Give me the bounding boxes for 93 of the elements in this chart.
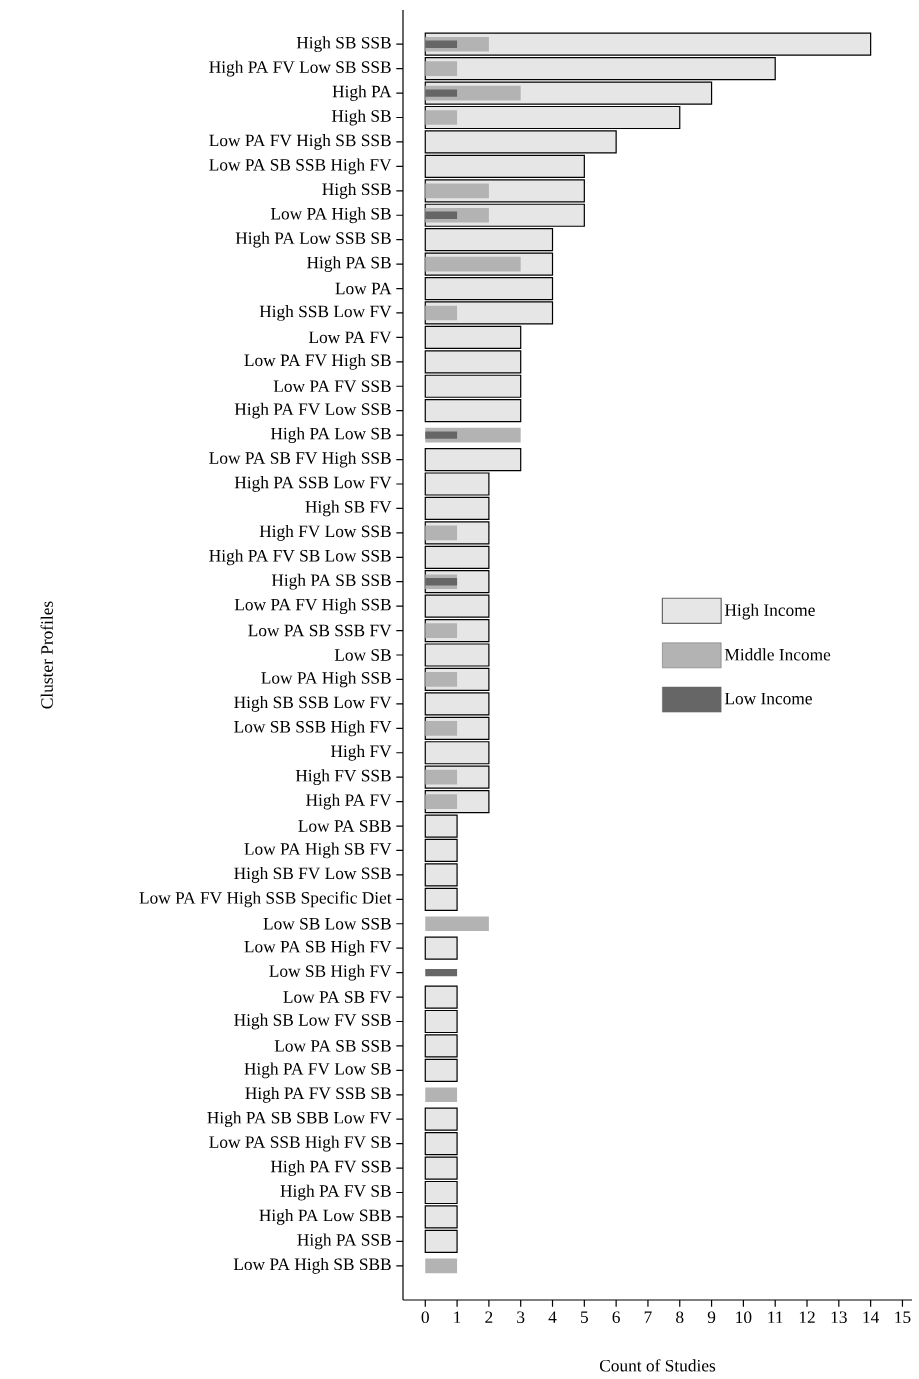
y-tick-label: Low SB Low SSB (263, 917, 391, 930)
y-tick-label: High PA FV SSB (270, 1160, 391, 1176)
x-tick-label: 10 (736, 1311, 752, 1324)
x-tick-label: 11 (768, 1311, 783, 1323)
y-tick-label: Low PA High SB SBB (233, 1257, 391, 1274)
x-tick-label: 13 (831, 1311, 847, 1324)
bar (425, 211, 458, 219)
bar (425, 916, 489, 932)
y-tick-label: Low PA SB SSB FV (248, 624, 392, 637)
bar (425, 623, 458, 638)
bar (425, 183, 489, 199)
y-tick-label: Low PA FV SSB (273, 380, 391, 393)
y-tick-label: High SSB Low FV (259, 305, 392, 321)
y-tick-label: High SB FV Low SSB (234, 867, 391, 883)
y-tick-label: High FV SSB (295, 769, 391, 786)
y-tick-label: High PA SSB (297, 1233, 391, 1250)
y-tick-label: Low PA FV High SB SSB (209, 134, 391, 150)
y-tick-label: Low PA FV High SB (244, 353, 391, 370)
y-tick-label: High SSB (322, 182, 391, 199)
y-tick-label: High PA Low SBB (259, 1209, 391, 1225)
y-tick-label: Low PA SB SSB High FV (209, 158, 392, 175)
x-tick-label: 8 (676, 1311, 684, 1324)
bar (424, 936, 458, 960)
bar (425, 40, 458, 48)
y-tick-label: High SB SSB (296, 36, 391, 53)
x-tick-label: 9 (707, 1311, 716, 1324)
x-tick-label: 1 (454, 1311, 461, 1323)
y-axis-title: Cluster Profiles (40, 601, 53, 709)
bar (425, 578, 458, 586)
bar (425, 672, 458, 687)
bar (425, 110, 458, 125)
y-tick-label: Low SB SSB High FV (234, 720, 392, 737)
y-tick-label: High PA Low SSB SB (235, 231, 391, 248)
y-tick-label: High SB FV (305, 500, 392, 517)
x-tick-label: 14 (863, 1311, 880, 1323)
y-tick-label: Low PA FV High SSB Specific Diet (139, 891, 392, 908)
x-tick-label: 0 (421, 1311, 429, 1324)
x-tick-label: 4 (548, 1311, 557, 1323)
legend-label: Middle Income (724, 648, 831, 661)
y-tick-label: High SB Low FV SSB (234, 1013, 391, 1030)
y-tick-label: Low PA SBB (298, 820, 391, 832)
y-tick-label: High FV (330, 744, 392, 761)
bar (425, 968, 458, 977)
bar (425, 431, 458, 439)
y-tick-label: High PA FV Low SB (244, 1062, 391, 1079)
y-tick-label: High PA FV SSB SB (245, 1086, 391, 1103)
x-tick-label: 7 (644, 1311, 652, 1323)
y-tick-label: Low PA SB FV High SSB (209, 451, 391, 468)
bar (425, 720, 458, 736)
x-tick-label: 6 (612, 1311, 620, 1324)
bar (425, 256, 521, 272)
y-tick-label: High PA FV SB (280, 1184, 391, 1201)
y-tick-label: High PA (332, 85, 392, 101)
y-tick-label: High PA SB SBB Low FV (207, 1111, 392, 1128)
y-tick-label: Low PA FV High SSB (234, 598, 391, 615)
y-tick-label: Low SB High FV (269, 964, 392, 981)
y-tick-label: High PA FV SB Low SSB (209, 549, 391, 566)
y-tick-label: Low PA SB FV (283, 991, 392, 1003)
y-tick-label: Low PA SB High FV (244, 940, 392, 957)
y-tick-label: Low PA High SB (270, 207, 391, 224)
bar (425, 61, 458, 76)
legend-label: Low Income (724, 692, 812, 705)
x-tick-label: 3 (517, 1311, 525, 1324)
y-tick-label: High PA FV (306, 793, 392, 810)
x-tick-label: 5 (581, 1311, 588, 1323)
x-tick-label: 2 (485, 1311, 493, 1323)
y-tick-label: High PA SSB Low FV (234, 476, 392, 492)
y-tick-label: High PA FV Low SSB (234, 402, 391, 419)
y-tick-label: High SB (331, 109, 391, 126)
y-tick-label: Low PA High SB FV (244, 842, 392, 859)
y-tick-label: Low PA (335, 282, 392, 295)
x-tick-label: 15 (895, 1311, 911, 1323)
bar (425, 89, 458, 97)
y-tick-label: Low PA SB SSB (274, 1040, 391, 1052)
bar (425, 1258, 458, 1274)
y-tick-label: High FV Low SSB (259, 524, 391, 541)
y-tick-label: High PA SB SSB (271, 573, 391, 590)
y-tick-label: High SB SSB Low FV (234, 696, 392, 712)
y-tick-label: High PA Low SB (270, 427, 391, 444)
y-tick-label: Low PA FV (308, 331, 392, 344)
bar (425, 305, 458, 321)
y-tick-label: High PA FV Low SB SSB (209, 60, 391, 77)
legend-label: High Income (724, 603, 815, 620)
bar (425, 769, 458, 785)
bar (425, 794, 458, 809)
x-tick-label: 12 (799, 1311, 815, 1323)
y-tick-label: Low PA SSB High FV SB (209, 1135, 391, 1152)
bar (425, 1087, 458, 1103)
bar (425, 525, 458, 541)
y-tick-label: Low PA High SSB (261, 671, 391, 688)
y-tick-label: High PA SB (307, 256, 391, 272)
x-axis-title: Count of Studies (599, 1359, 716, 1372)
y-tick-label: Low SB (334, 649, 391, 661)
